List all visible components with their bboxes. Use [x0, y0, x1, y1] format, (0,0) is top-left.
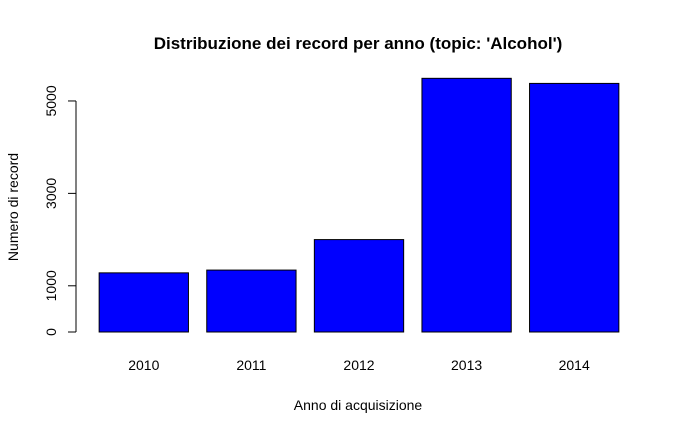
- x-tick-label: 2011: [236, 357, 266, 373]
- chart-title: Distribuzione dei record per anno (topic…: [154, 34, 563, 53]
- y-axis-label: Numero di record: [5, 153, 21, 261]
- bar-2013: [421, 77, 512, 333]
- x-tick-label: 2014: [559, 357, 590, 373]
- x-tick-label: 2012: [343, 357, 374, 373]
- x-tick-labels: 2010 2011 2012 2013 2014: [128, 357, 590, 373]
- bar-2012: [313, 239, 405, 333]
- y-tick-label: 3000: [43, 178, 59, 209]
- y-tick-label: 0: [43, 328, 59, 336]
- x-tick-label: 2013: [451, 357, 482, 373]
- x-axis-label: Anno di acquisizione: [294, 397, 423, 413]
- x-tick-label: 2010: [128, 357, 159, 373]
- y-axis: 0 1000 3000 5000: [43, 85, 77, 336]
- bars-group: [98, 77, 620, 333]
- bar-2014: [529, 82, 620, 333]
- bar-2010: [98, 272, 189, 333]
- y-tick-label: 1000: [43, 270, 59, 301]
- y-tick-label: 5000: [43, 85, 59, 116]
- bar-2011: [206, 269, 297, 333]
